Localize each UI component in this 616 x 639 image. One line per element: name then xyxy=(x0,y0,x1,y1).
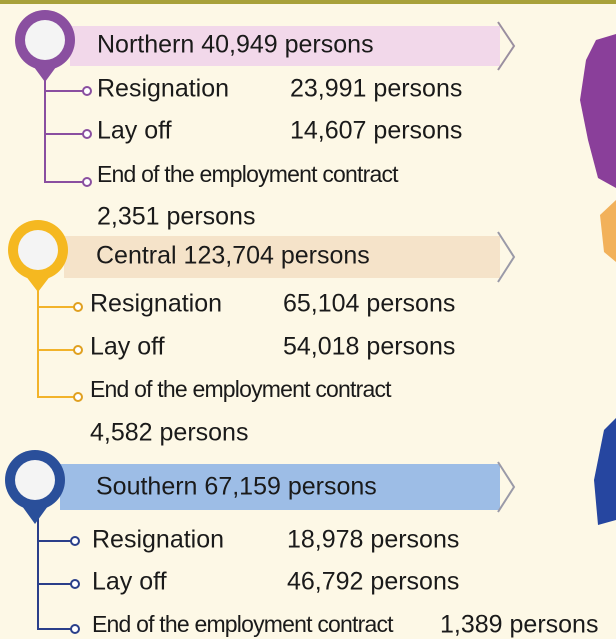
item-label: Lay off xyxy=(92,568,167,596)
item-value: 1,389 persons xyxy=(440,611,598,639)
bullet xyxy=(70,536,80,546)
item-value: 14,607 persons xyxy=(290,117,462,145)
region-southern: Southern 67,159 persons Resignation 18,9… xyxy=(5,450,598,639)
bullet xyxy=(73,345,83,355)
pin-center xyxy=(15,460,55,500)
banner xyxy=(64,236,500,278)
item-label: End of the employment contract xyxy=(92,611,394,637)
heading: Northern 40,949 persons xyxy=(97,31,374,59)
item-value: 4,582 persons xyxy=(90,419,248,447)
pin-center xyxy=(18,230,58,270)
item-value: 65,104 persons xyxy=(283,290,455,318)
connector xyxy=(44,70,85,183)
region-northern: Northern 40,949 persons Resignation 23,9… xyxy=(15,10,516,231)
item-value: 46,792 persons xyxy=(287,568,459,596)
item-value: 2,351 persons xyxy=(97,203,255,231)
item-value: 23,991 persons xyxy=(290,75,462,103)
chevron xyxy=(497,461,516,513)
bullet xyxy=(70,579,80,589)
item-value: 18,978 persons xyxy=(287,526,459,554)
item-label: Resignation xyxy=(92,526,224,554)
bullet xyxy=(73,302,83,312)
item-value: 54,018 persons xyxy=(283,333,455,361)
item-label: Lay off xyxy=(97,117,172,145)
chevron xyxy=(497,21,516,71)
heading: Southern 67,159 persons xyxy=(96,473,377,501)
item-label: Resignation xyxy=(97,75,229,103)
item-label: Lay off xyxy=(90,333,165,361)
bullet xyxy=(82,86,92,96)
map-central xyxy=(600,200,616,262)
map-southern xyxy=(594,418,616,525)
heading: Central 123,704 persons xyxy=(96,242,370,270)
banner xyxy=(60,464,500,510)
item-label: End of the employment contract xyxy=(97,161,399,187)
pin-center xyxy=(25,20,65,60)
bullet xyxy=(82,129,92,139)
bullet xyxy=(73,392,83,402)
banner xyxy=(70,26,500,66)
top-border xyxy=(0,0,616,4)
chevron xyxy=(497,231,516,283)
bullet xyxy=(70,624,80,634)
connector xyxy=(37,512,73,630)
bullet xyxy=(82,177,92,187)
region-central: Central 123,704 persons Resignation 65,1… xyxy=(8,220,516,447)
item-label: End of the employment contract xyxy=(90,376,392,402)
item-label: Resignation xyxy=(90,290,222,318)
map-northern xyxy=(580,34,616,188)
connector xyxy=(37,282,77,398)
